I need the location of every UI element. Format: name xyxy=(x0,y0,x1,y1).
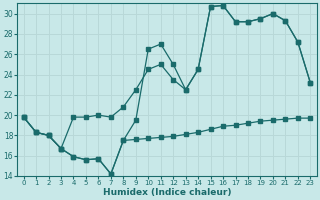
X-axis label: Humidex (Indice chaleur): Humidex (Indice chaleur) xyxy=(103,188,231,197)
